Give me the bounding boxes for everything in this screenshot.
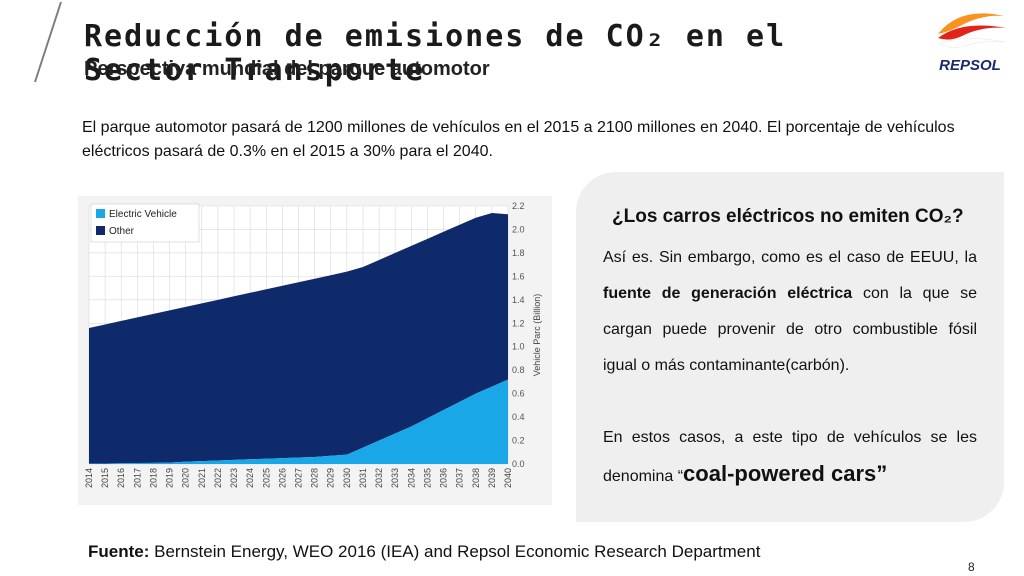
y-tick-label: 0.2 (512, 436, 525, 446)
x-tick-label: 2037 (455, 468, 465, 488)
logo-orange-wave (938, 13, 1004, 34)
logo-wordmark: REPSOL (939, 57, 1001, 74)
callout-highlight: coal-powered cars” (683, 461, 888, 486)
page-number: 8 (968, 560, 975, 574)
source-text: Bernstein Energy, WEO 2016 (IEA) and Rep… (149, 542, 761, 561)
x-tick-label: 2025 (261, 468, 271, 488)
legend-label: Electric Vehicle (109, 209, 177, 220)
x-tick-label: 2024 (245, 468, 255, 488)
x-tick-label: 2022 (213, 468, 223, 488)
x-tick-label: 2035 (422, 468, 432, 488)
vehicle-parc-chart: 0.0 0.2 0.4 0.6 0.8 1.0 1.2 1.4 1.6 1.8 2.0 2.2 2014… (84, 201, 542, 488)
x-tick-label: 2021 (197, 468, 207, 488)
y-tick-label: 0.0 (512, 459, 525, 469)
slide-title: Reducción de emisiones de CO₂ en el Sect… (84, 19, 787, 88)
x-tick-label: 2018 (148, 468, 158, 488)
y-axis-label: Vehicle Parc (Billion) (532, 294, 542, 377)
x-tick-label: 2016 (116, 468, 126, 488)
y-tick-label: 0.8 (512, 365, 525, 375)
legend-label: Other (109, 226, 135, 237)
series-area-other (89, 213, 508, 464)
y-tick-label: 2.0 (512, 224, 525, 234)
x-tick-label: 2032 (374, 468, 384, 488)
intro-paragraph: El parque automotor pasará de 1200 millo… (82, 119, 955, 160)
series-area-electric-vehicle (89, 379, 508, 464)
x-tick-label: 2028 (310, 468, 320, 488)
x-tick-label: 2026 (277, 468, 287, 488)
x-tick-label: 2020 (181, 468, 191, 488)
decorative-slash (34, 2, 62, 82)
x-tick-label: 2029 (326, 468, 336, 488)
x-tick-label: 2031 (358, 468, 368, 488)
legend-box (90, 203, 200, 243)
x-tick-label: 2014 (84, 468, 94, 488)
x-tick-label: 2040 (503, 468, 513, 488)
y-tick-label: 1.4 (512, 295, 525, 305)
x-tick-label: 2019 (165, 468, 175, 488)
y-tick-label: 0.6 (512, 389, 525, 399)
x-tick-label: 2039 (487, 468, 497, 488)
callout-p1-text-end: con la que se cargan puede provenir de o… (603, 285, 978, 374)
legend-swatch (96, 226, 105, 235)
x-tick-label: 2036 (439, 468, 449, 488)
x-tick-label: 2027 (294, 468, 304, 488)
callout-paragraph-2: En estos casos, a este tipo de vehículos… (603, 420, 977, 495)
y-tick-label: 1.6 (512, 271, 525, 281)
y-tick-label: 1.8 (512, 248, 525, 258)
x-tick-label: 2030 (342, 468, 352, 488)
callout-panel (576, 172, 1004, 522)
slide-subtitle: Perspectiva mundial del parque automotor (84, 58, 490, 80)
legend-swatch (96, 209, 105, 218)
callout-p1-text: Así es. Sin embargo, como es el caso de … (603, 249, 977, 266)
logo-white-wave (939, 38, 1005, 48)
x-tick-label: 2023 (229, 468, 239, 488)
callout-body: Así es. Sin embargo, como es el caso de … (603, 240, 977, 495)
y-tick-label: 2.2 (512, 201, 525, 211)
x-tick-label: 2015 (100, 468, 110, 488)
y-tick-label: 0.4 (512, 412, 525, 422)
callout-p2-text: En estos casos, a este tipo de vehículos… (603, 429, 977, 485)
callout-title: ¿Los carros eléctricos no emiten CO₂? (612, 206, 964, 227)
chart-panel: 0.0 0.2 0.4 0.6 0.8 1.0 1.2 1.4 1.6 1.8 2.0 2.2 2014… (78, 196, 552, 505)
source-label: Fuente: (88, 542, 150, 561)
callout-p1-bold: fuente de generación eléctrica (603, 285, 853, 302)
y-tick-label: 1.2 (512, 318, 525, 328)
x-tick-label: 2034 (406, 468, 416, 488)
x-tick-label: 2033 (390, 468, 400, 488)
callout-paragraph-1: Así es. Sin embargo, como es el caso de … (603, 240, 977, 384)
x-tick-label: 2017 (132, 468, 142, 488)
repsol-logo: REPSOL (938, 13, 1006, 74)
y-tick-label: 1.0 (512, 342, 525, 352)
source-note: Fuente: Bernstein Energy, WEO 2016 (IEA)… (88, 542, 760, 562)
logo-red-wave (938, 25, 1006, 40)
x-tick-label: 2038 (471, 468, 481, 488)
